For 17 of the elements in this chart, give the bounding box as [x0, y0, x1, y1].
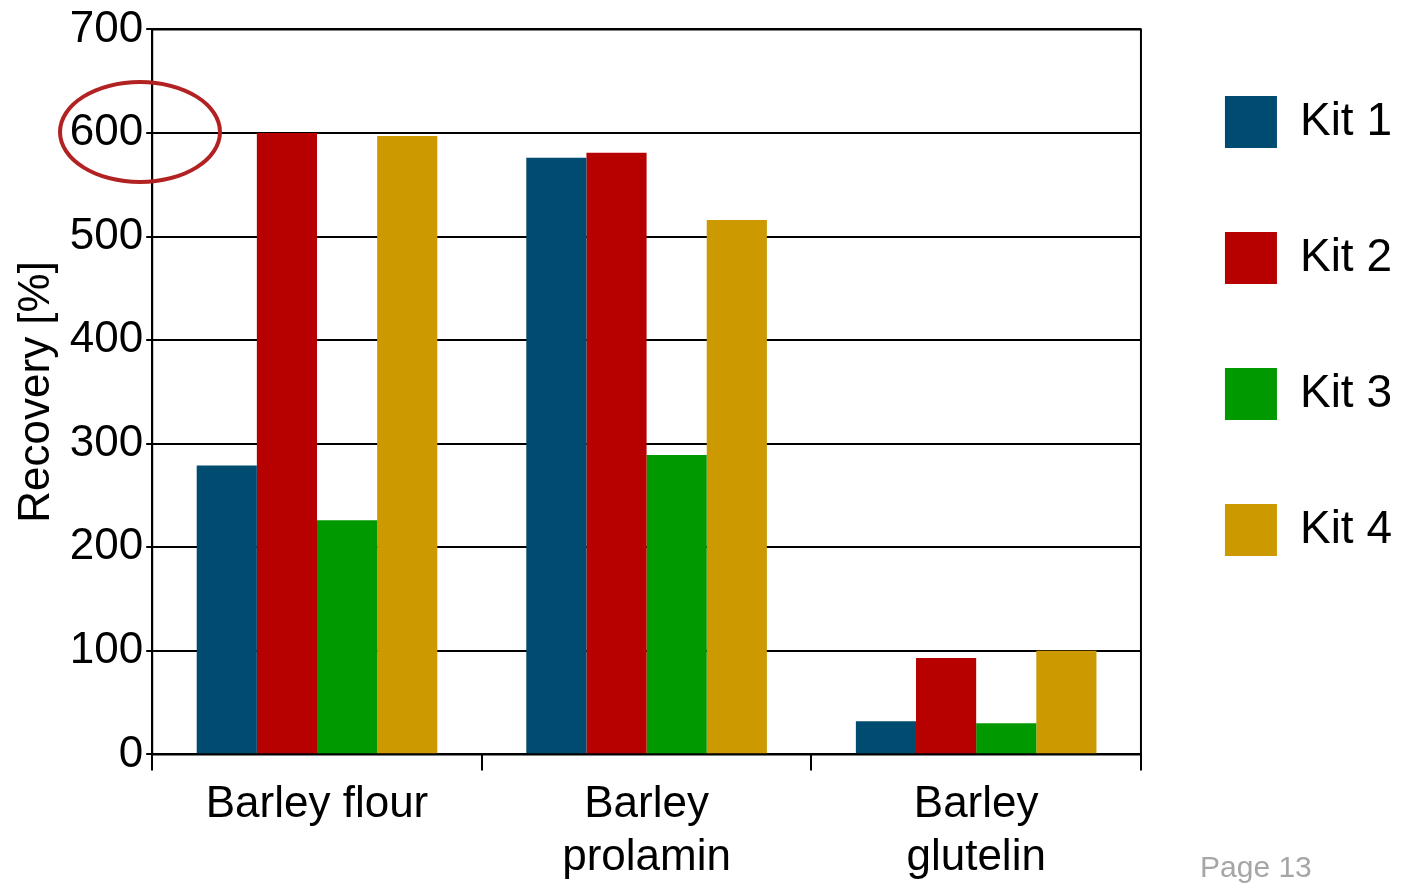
y-tick-label: 500	[69, 208, 144, 258]
x-tick-label: Barley flour	[205, 776, 429, 826]
y-tick-label: 0	[118, 726, 144, 776]
y-tick-label: 700	[69, 1, 144, 51]
x-tick-label: Barley prolamin	[562, 776, 731, 879]
legend-label: Kit 2	[1299, 228, 1392, 281]
y-tick-label: 200	[69, 519, 144, 569]
y-axis-title: Recovery [%]	[8, 261, 58, 523]
y-tick-label: 100	[69, 622, 144, 672]
legend-label: Kit 1	[1299, 92, 1392, 145]
legend-label: Kit 3	[1299, 364, 1392, 417]
y-tick-label: 600	[69, 105, 144, 155]
legend-label: Kit 4	[1299, 500, 1392, 553]
x-tick-label: Barley glutelin	[906, 776, 1046, 879]
y-tick-label: 300	[69, 415, 144, 465]
y-tick-label: 400	[69, 312, 144, 362]
text: Page 13	[1200, 850, 1312, 884]
